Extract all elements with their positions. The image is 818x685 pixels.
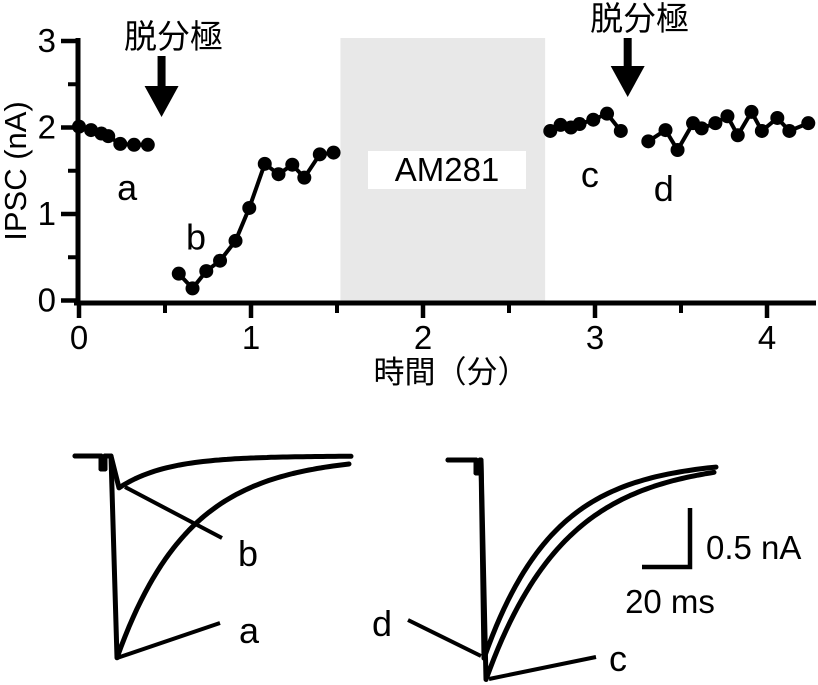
series-a-point [113,136,128,151]
series-b-point [242,200,257,215]
series-b-point [285,157,300,172]
series-c-point [572,117,587,132]
series-b-point [257,156,272,171]
plot-letter-a: a [117,167,138,208]
trace-c-pointer [488,655,597,681]
ipsc-data-series [72,104,816,296]
series-b-point [185,281,200,296]
segment-letters: a b c d [117,154,674,257]
series-b-point [213,253,228,268]
ipsc-trace-waveforms [72,453,719,682]
trace-a-pointer [116,621,221,660]
trace-c-waveform [445,457,717,682]
series-a-point [127,137,142,152]
trace-d-waveform [445,457,719,661]
depolarization-arrow-head [144,86,179,117]
series-d-point [670,142,685,157]
trace-letter-d: d [372,603,392,644]
series-b-point [326,145,341,160]
am281-label: AM281 [395,151,500,188]
series-b-point [312,147,327,162]
series-d-point [708,116,723,131]
series-b-point [228,233,243,248]
plot-axes: 0 1 2 3 4 0 1 2 3 [38,22,816,356]
series-c-point [600,106,615,121]
trace-b-pointer [124,485,223,540]
series-a-point [72,119,86,134]
plot-letter-d: d [654,168,674,209]
series-a-point [140,137,155,152]
series-b-point [297,170,312,185]
series-d-point [641,134,656,149]
trace-pointer-lines [116,485,597,681]
y-tick-label: 0 [38,282,56,319]
x-axis-title: 時間（分） [374,355,529,390]
x-tick-label: 4 [758,319,776,356]
depolarization-label: 脱分極 [124,18,223,55]
series-a-point [101,129,116,144]
series-d-point [782,123,797,138]
series-d-point [744,104,759,119]
trace-d-pointer [407,618,482,658]
y-tick-label: 1 [38,195,56,232]
plot-letter-b: b [186,216,206,257]
scale-bar-amplitude-label: 0.5 nA [706,529,801,566]
depolarization-label: 脱分極 [590,0,689,37]
x-tick-label: 3 [586,319,604,356]
trace-letter-a: a [239,610,260,651]
trace-letter-b: b [238,533,258,574]
depolarization-arrows: 脱分極 脱分極 [124,0,689,117]
series-d-point [658,123,673,138]
series-c-point [613,123,628,138]
series-d-point [730,128,745,143]
series-c-point [543,123,558,138]
series-b-point [171,266,186,281]
y-tick-label: 2 [38,109,56,146]
am281-label-box [368,151,526,189]
series-d-point [770,110,785,125]
series-b-point [199,264,214,279]
series-d-point [801,116,816,131]
y-axis-title: IPSC (nA) [0,101,33,241]
x-tick-label: 1 [242,319,260,356]
series-c-point [586,112,601,127]
depolarization-arrow-head [610,66,645,97]
series-d-point [754,123,769,138]
x-tick-label: 2 [414,319,432,356]
scale-bar [642,508,693,570]
trace-letter-c: c [609,638,627,679]
scale-bar-time-label: 20 ms [625,583,715,620]
trace-b-waveform [72,453,354,491]
plot-letter-c: c [581,154,599,195]
series-b-point [271,167,286,182]
y-tick-label: 3 [38,22,56,59]
trace-a-waveform [72,453,352,661]
series-d-point [720,109,735,124]
x-tick-label: 0 [70,319,88,356]
series-d-point [694,121,709,136]
